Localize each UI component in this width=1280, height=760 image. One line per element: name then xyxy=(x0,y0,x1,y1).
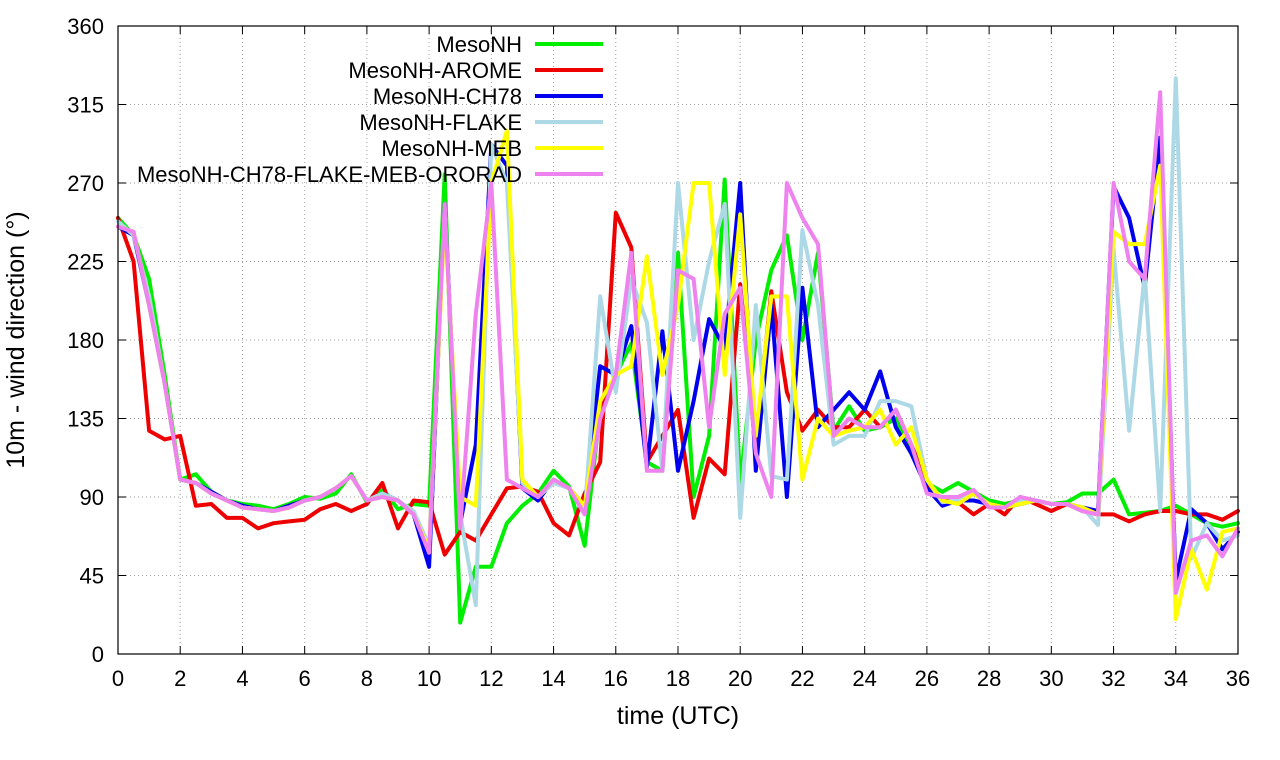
y-tick-label: 45 xyxy=(80,564,104,589)
x-tick-label: 14 xyxy=(541,666,565,691)
y-axis-title: 10m - wind direction (°) xyxy=(2,211,30,468)
y-tick-label: 180 xyxy=(67,328,104,353)
x-tick-label: 32 xyxy=(1101,666,1125,691)
legend: MesoNHMesoNH-AROMEMesoNH-CH78MesoNH-FLAK… xyxy=(137,32,603,187)
x-tick-label: 20 xyxy=(728,666,752,691)
x-tick-label: 30 xyxy=(1039,666,1063,691)
x-tick-label: 28 xyxy=(977,666,1001,691)
x-tick-label: 12 xyxy=(479,666,503,691)
x-tick-label: 34 xyxy=(1164,666,1188,691)
x-tick-label: 18 xyxy=(666,666,690,691)
y-tick-label: 135 xyxy=(67,407,104,432)
x-tick-label: 0 xyxy=(112,666,124,691)
y-tick-label: 0 xyxy=(92,642,104,667)
x-tick-label: 16 xyxy=(604,666,628,691)
legend-label-2: MesoNH-AROME xyxy=(348,58,522,83)
y-tick-label: 225 xyxy=(67,250,104,275)
y-tick-label: 315 xyxy=(67,93,104,118)
x-tick-label: 2 xyxy=(174,666,186,691)
x-tick-label: 22 xyxy=(790,666,814,691)
legend-label-4: MesoNH-FLAKE xyxy=(359,110,522,135)
series-lines xyxy=(116,76,1240,625)
x-tick-label: 36 xyxy=(1226,666,1250,691)
x-tick-label: 8 xyxy=(361,666,373,691)
y-tick-label: 360 xyxy=(67,14,104,39)
series-line-2 xyxy=(116,210,1240,557)
legend-label-3: MesoNH-CH78 xyxy=(373,84,522,109)
y-tick-label: 270 xyxy=(67,171,104,196)
axis-ticks: 0 2 4 6 8 10 12 14 16 18 20 22 24 26 28 30 32 34 360459013… xyxy=(67,14,1250,691)
x-tick-label: 6 xyxy=(299,666,311,691)
legend-label-5: MesoNH-MEB xyxy=(381,136,522,161)
x-tick-label: 26 xyxy=(915,666,939,691)
x-tick-label: 4 xyxy=(236,666,248,691)
y-tick-label: 90 xyxy=(80,485,104,510)
x-axis-title: time (UTC) xyxy=(617,702,739,730)
legend-label-6: MesoNH-CH78-FLAKE-MEB-ORORAD xyxy=(137,162,522,187)
series-line-6 xyxy=(116,90,1240,595)
legend-label-1: MesoNH xyxy=(436,32,522,57)
x-tick-label: 10 xyxy=(417,666,441,691)
x-tick-label: 24 xyxy=(852,666,876,691)
